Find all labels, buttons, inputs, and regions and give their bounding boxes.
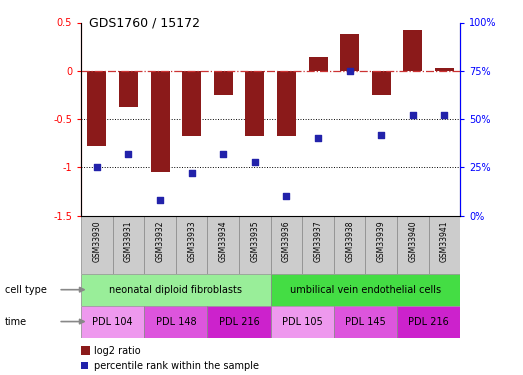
- Bar: [271, 216, 302, 274]
- Bar: [208, 306, 271, 338]
- Text: GSM33940: GSM33940: [408, 220, 417, 262]
- Bar: [87, 71, 106, 146]
- Bar: [151, 71, 169, 172]
- Text: percentile rank within the sample: percentile rank within the sample: [94, 361, 258, 370]
- Text: GSM33938: GSM33938: [345, 220, 354, 262]
- Text: GSM33934: GSM33934: [219, 220, 228, 262]
- Point: [440, 112, 449, 118]
- Text: umbilical vein endothelial cells: umbilical vein endothelial cells: [290, 285, 441, 295]
- Bar: [214, 71, 233, 95]
- Bar: [429, 216, 460, 274]
- Bar: [397, 216, 429, 274]
- Text: PDL 148: PDL 148: [155, 316, 196, 327]
- Text: GSM33935: GSM33935: [251, 220, 259, 262]
- Text: GSM33931: GSM33931: [124, 220, 133, 262]
- Bar: [271, 274, 460, 306]
- Bar: [176, 216, 208, 274]
- Text: PDL 105: PDL 105: [282, 316, 323, 327]
- Bar: [334, 306, 397, 338]
- Point: [124, 151, 133, 157]
- Bar: [397, 306, 460, 338]
- Bar: [435, 68, 454, 71]
- Bar: [112, 216, 144, 274]
- Bar: [239, 216, 271, 274]
- Point: [314, 135, 322, 141]
- Text: PDL 104: PDL 104: [93, 316, 133, 327]
- Text: neonatal diploid fibroblasts: neonatal diploid fibroblasts: [109, 285, 242, 295]
- Text: GSM33936: GSM33936: [282, 220, 291, 262]
- Point: [346, 68, 354, 74]
- Text: PDL 216: PDL 216: [219, 316, 259, 327]
- Bar: [182, 71, 201, 136]
- Bar: [403, 30, 423, 71]
- Bar: [208, 216, 239, 274]
- Bar: [366, 216, 397, 274]
- Text: log2 ratio: log2 ratio: [94, 346, 140, 355]
- Point: [156, 197, 164, 203]
- Text: time: time: [5, 316, 27, 327]
- Point: [408, 112, 417, 118]
- Point: [219, 151, 228, 157]
- Bar: [81, 306, 144, 338]
- Text: cell type: cell type: [5, 285, 47, 295]
- Bar: [144, 306, 208, 338]
- Bar: [271, 306, 334, 338]
- Point: [282, 194, 291, 200]
- Bar: [119, 71, 138, 108]
- Point: [93, 164, 101, 170]
- Bar: [245, 71, 264, 136]
- Bar: [81, 274, 271, 306]
- Bar: [302, 216, 334, 274]
- Bar: [277, 71, 296, 136]
- Text: GSM33941: GSM33941: [440, 220, 449, 262]
- Text: GSM33932: GSM33932: [155, 220, 165, 262]
- Bar: [334, 216, 366, 274]
- Point: [187, 170, 196, 176]
- Text: PDL 216: PDL 216: [408, 316, 449, 327]
- Text: GDS1760 / 15172: GDS1760 / 15172: [89, 17, 200, 30]
- Text: GSM33930: GSM33930: [93, 220, 101, 262]
- Bar: [309, 57, 327, 71]
- Bar: [372, 71, 391, 95]
- Bar: [340, 34, 359, 71]
- Text: GSM33939: GSM33939: [377, 220, 386, 262]
- Point: [251, 159, 259, 165]
- Bar: [144, 216, 176, 274]
- Bar: [81, 216, 112, 274]
- Text: GSM33933: GSM33933: [187, 220, 196, 262]
- Point: [377, 132, 385, 138]
- Text: GSM33937: GSM33937: [314, 220, 323, 262]
- Text: PDL 145: PDL 145: [345, 316, 386, 327]
